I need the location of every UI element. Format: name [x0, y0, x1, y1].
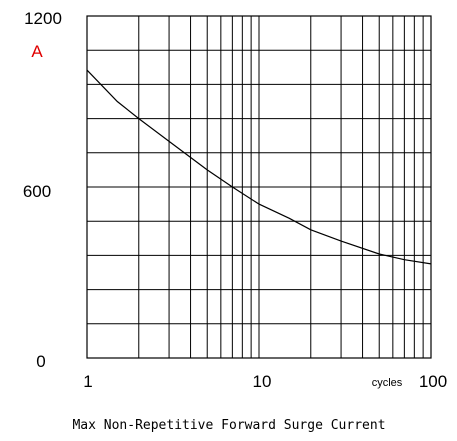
y-tick-label-600: 600 — [23, 182, 51, 201]
plot-frame — [86, 15, 432, 359]
y-tick-label-0: 0 — [36, 352, 45, 371]
chart-caption: Max Non-Repetitive Forward Surge Current — [72, 418, 385, 433]
x-axis-unit-label: cycles — [372, 377, 403, 389]
x-tick-label-1: 1 — [83, 372, 92, 391]
x-tick-label-10: 10 — [253, 372, 272, 391]
chart-grid — [86, 15, 432, 359]
y-axis-unit-label: A — [31, 42, 43, 61]
surge-current-curve — [86, 69, 432, 265]
x-tick-label-100: 100 — [419, 372, 447, 391]
plot-area — [86, 69, 432, 265]
y-tick-label-1200: 1200 — [24, 9, 62, 28]
